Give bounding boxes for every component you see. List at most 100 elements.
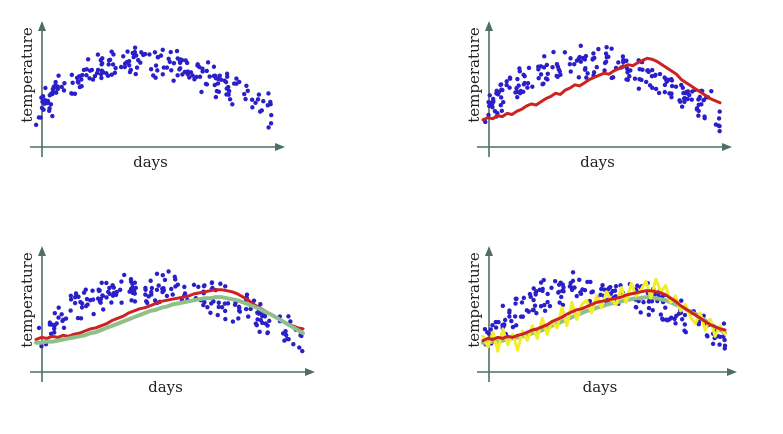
data-point — [646, 69, 651, 75]
data-point — [171, 78, 176, 83]
data-point — [547, 303, 553, 309]
data-point — [105, 289, 111, 295]
data-point — [256, 92, 262, 97]
data-point — [530, 307, 535, 313]
x-axis-arrow — [305, 368, 315, 376]
data-point — [122, 64, 128, 70]
data-point — [679, 317, 685, 322]
data-point — [61, 325, 67, 331]
data-point — [282, 338, 287, 343]
data-point — [679, 104, 685, 109]
data-point — [104, 295, 109, 300]
data-point — [110, 293, 116, 298]
data-point — [507, 85, 512, 90]
data-point — [297, 345, 302, 350]
data-point — [665, 318, 670, 323]
data-point — [132, 299, 138, 304]
data-point — [590, 57, 595, 62]
data-point — [95, 52, 101, 57]
data-point — [517, 69, 522, 74]
data-point — [134, 65, 140, 70]
data-point — [242, 91, 247, 97]
data-point — [138, 60, 143, 65]
data-point — [56, 315, 61, 320]
data-point — [521, 89, 526, 94]
data-point — [177, 58, 183, 63]
data-point — [231, 81, 237, 86]
data-point — [56, 73, 61, 78]
data-point — [536, 75, 541, 81]
data-point — [599, 286, 604, 292]
data-point — [119, 279, 124, 284]
data-point — [171, 60, 177, 66]
data-point — [669, 83, 675, 89]
data-point — [636, 86, 642, 91]
data-point — [584, 75, 589, 80]
data-point — [716, 116, 722, 121]
data-point — [663, 305, 668, 310]
data-point — [205, 60, 211, 65]
data-point — [620, 54, 626, 59]
data-point — [509, 318, 514, 324]
data-point — [679, 298, 684, 303]
data-point — [234, 76, 239, 81]
data-point — [98, 57, 103, 63]
data-point — [216, 89, 222, 94]
data-point — [621, 59, 626, 65]
data-point — [69, 72, 75, 78]
data-point — [72, 300, 78, 306]
data-point — [513, 301, 518, 306]
data-point — [129, 298, 134, 303]
data-point — [496, 319, 501, 325]
data-point — [43, 85, 48, 91]
data-point — [40, 94, 46, 99]
data-point — [639, 77, 644, 83]
data-point — [50, 91, 55, 97]
data-point — [649, 299, 655, 304]
data-point — [681, 90, 686, 96]
data-point — [143, 292, 148, 297]
data-point — [487, 103, 492, 109]
data-point — [182, 284, 187, 290]
data-point — [50, 86, 56, 92]
data-point — [147, 52, 152, 57]
data-point — [486, 331, 492, 336]
data-point — [526, 65, 532, 71]
data-point — [538, 280, 544, 285]
data-point — [200, 66, 205, 71]
data-point — [582, 288, 588, 293]
data-point — [207, 74, 212, 79]
data-point — [656, 90, 662, 96]
data-point — [604, 55, 609, 60]
data-point — [54, 321, 59, 326]
data-point — [166, 269, 171, 274]
data-point — [504, 82, 509, 88]
data-point — [51, 326, 57, 331]
data-point — [498, 102, 503, 108]
data-point — [47, 320, 53, 325]
data-point — [226, 88, 232, 94]
data-point — [46, 108, 52, 114]
series-line-red — [481, 289, 727, 343]
data-point — [515, 76, 520, 82]
data-point — [717, 123, 722, 129]
data-point — [36, 115, 42, 120]
data-point — [531, 297, 536, 303]
data-point — [667, 91, 672, 96]
data-point — [188, 70, 194, 75]
data-point — [559, 294, 564, 300]
y-axis-arrow — [485, 246, 493, 256]
data-point — [125, 49, 130, 54]
data-point — [541, 81, 546, 86]
data-point — [106, 58, 112, 63]
data-point — [169, 286, 174, 292]
data-point — [551, 49, 556, 55]
data-point — [721, 321, 727, 326]
data-point — [164, 293, 170, 299]
data-point — [600, 282, 605, 288]
data-point — [122, 272, 127, 278]
data-point — [77, 74, 82, 79]
data-point — [223, 284, 228, 289]
data-point — [126, 58, 132, 64]
data-point — [685, 89, 691, 94]
